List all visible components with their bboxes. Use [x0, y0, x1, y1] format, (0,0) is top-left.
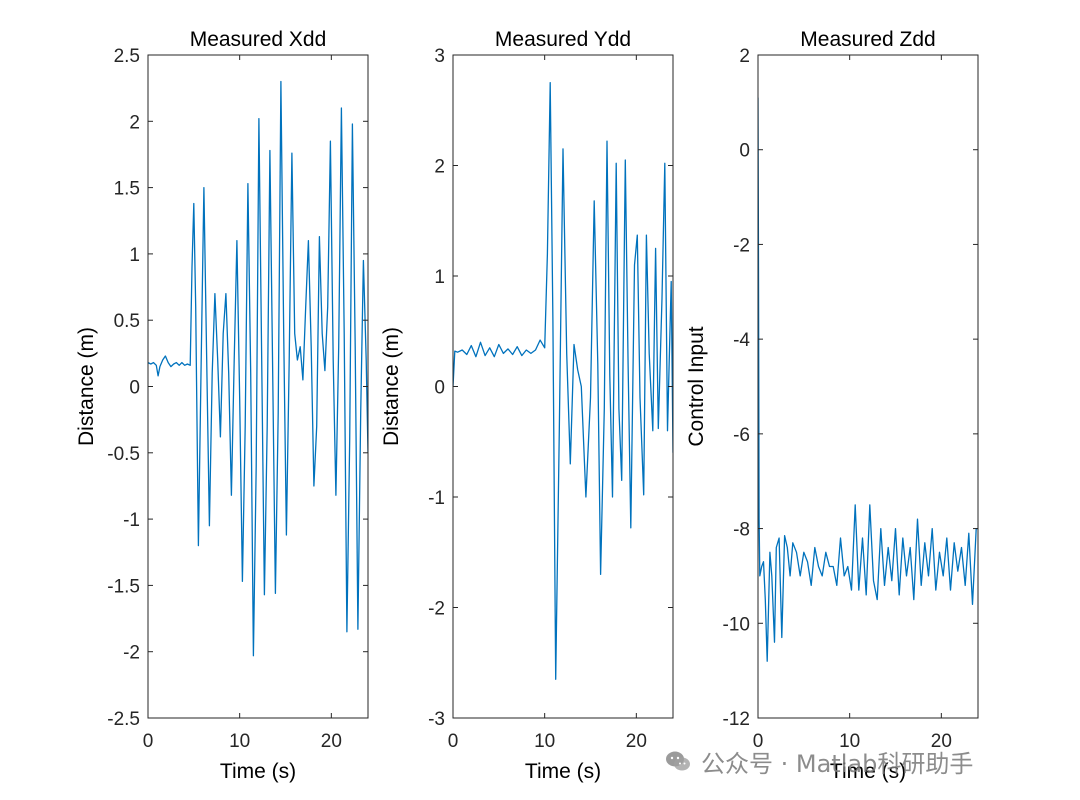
y-tick-label: -2	[733, 235, 750, 256]
y-tick-label: 1.5	[114, 179, 140, 200]
y-tick-label: 2	[739, 46, 750, 67]
y-tick-label: -10	[723, 614, 750, 635]
subplot-measured-zdd: 0 10 20 -12 -10 -8 -6 -4 -2 0 2 Measured Zdd Time (s…	[685, 28, 979, 783]
x-tick-label: 20	[931, 731, 952, 752]
x-tick-label: 10	[534, 731, 555, 752]
y-tick-label: 0.5	[114, 311, 140, 332]
watermark-text: 公众号 · Matlab科研助手	[701, 749, 974, 778]
y-tick-label: 0	[434, 378, 445, 399]
y-axis-label-ydd: Distance (m)	[380, 327, 403, 446]
subplot-measured-xdd: 0 10 20 -2.5 -2 -1.5 -1 -0.5 0 0.5 1 1.5 2 2.5 Measure…	[75, 28, 369, 783]
x-axis-label-xdd: Time (s)	[220, 760, 296, 783]
x-axis-label-zdd: Time (s)	[830, 760, 906, 783]
y-tick-label: -4	[733, 330, 750, 351]
y-tick-label: -2	[428, 599, 445, 620]
subplot-measured-ydd: 0 10 20 -3 -2 -1 0 1 2 3 Measured Ydd Time (s) Dista…	[380, 28, 674, 783]
y-tick-label: 3	[434, 46, 445, 67]
series-line-zdd	[758, 97, 978, 662]
x-axis-label-ydd: Time (s)	[525, 760, 601, 783]
y-tick-label: -2	[123, 643, 140, 664]
x-tick-label: 0	[143, 731, 154, 752]
y-axis-label-xdd: Distance (m)	[75, 327, 98, 446]
y-tick-label: -3	[428, 709, 445, 730]
x-tick-label: 0	[448, 731, 459, 752]
x-tick-label: 10	[839, 731, 860, 752]
y-tick-label: 0	[129, 378, 140, 399]
plot-title-xdd: Measured Xdd	[190, 28, 327, 51]
series-line-xdd	[148, 80, 368, 657]
y-tick-label: 2.5	[114, 46, 140, 67]
y-tick-label: 2	[434, 157, 445, 178]
wechat-icon	[666, 751, 690, 771]
y-tick-label: 1	[129, 245, 140, 266]
y-tick-label: 0	[739, 141, 750, 162]
y-axis-label-zdd: Control Input	[685, 326, 708, 446]
y-tick-label: -1.5	[107, 576, 140, 597]
x-tick-label: 10	[229, 731, 250, 752]
y-tick-label: -6	[733, 425, 750, 446]
y-tick-label: -1	[123, 510, 140, 531]
y-tick-label: -0.5	[107, 444, 140, 465]
x-tick-label: 20	[626, 731, 647, 752]
y-tick-label: 2	[129, 112, 140, 133]
plot-title-zdd: Measured Zdd	[800, 28, 935, 51]
y-tick-label: -1	[428, 488, 445, 509]
y-tick-label: -8	[733, 520, 750, 541]
x-tick-label: 20	[321, 731, 342, 752]
y-tick-label: -2.5	[107, 709, 140, 730]
watermark: 公众号 · Matlab科研助手	[665, 741, 973, 781]
x-tick-label: 0	[753, 731, 764, 752]
y-tick-label: 1	[434, 267, 445, 288]
axes-frame-zdd	[757, 54, 979, 719]
series-line-ydd	[453, 81, 673, 680]
plot-title-ydd: Measured Ydd	[495, 28, 631, 51]
y-tick-label: -12	[723, 709, 750, 730]
